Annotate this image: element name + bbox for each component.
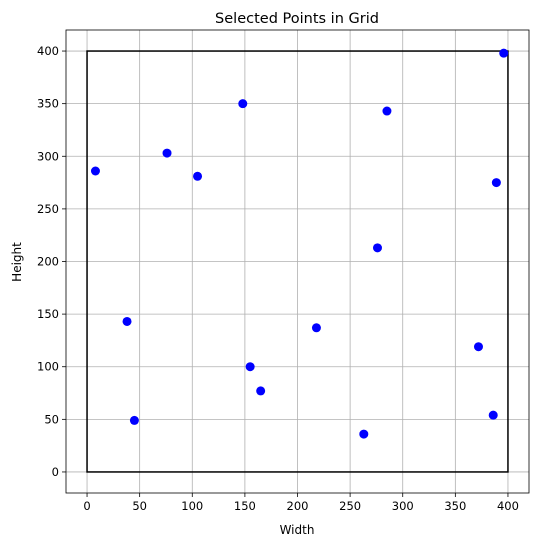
scatter-point <box>90 166 100 176</box>
x-tick-label: 250 <box>339 499 361 513</box>
y-tick-label: 250 <box>37 202 59 216</box>
scatter-point <box>256 386 266 396</box>
x-tick-label: 350 <box>444 499 466 513</box>
x-axis-label: Width <box>280 523 315 537</box>
y-axis-ticks: 0 50 100 150 200 250 300 350 400 <box>37 44 66 479</box>
scatter-point <box>473 342 483 352</box>
scatter-point <box>372 243 382 253</box>
scatter-point <box>488 410 498 420</box>
data-points <box>90 48 509 439</box>
scatter-point <box>491 178 501 188</box>
scatter-point <box>245 362 255 372</box>
scatter-point <box>499 48 509 58</box>
x-tick-label: 100 <box>181 499 203 513</box>
y-tick-label: 100 <box>37 360 59 374</box>
chart-title: Selected Points in Grid <box>215 11 379 27</box>
y-tick-label: 300 <box>37 149 59 163</box>
boundary-rect <box>86 50 509 473</box>
x-tick-label: 50 <box>132 499 147 513</box>
y-tick-label: 0 <box>52 465 59 479</box>
x-tick-label: 300 <box>392 499 414 513</box>
y-tick-label: 150 <box>37 307 59 321</box>
scatter-point <box>162 148 172 158</box>
x-tick-label: 0 <box>83 499 90 513</box>
y-tick-label: 400 <box>37 44 59 58</box>
scatter-point <box>382 106 392 116</box>
boundary-rectangle <box>86 50 509 473</box>
y-axis-label: Height <box>10 242 24 282</box>
y-tick-label: 50 <box>44 412 59 426</box>
y-tick-label: 350 <box>37 97 59 111</box>
x-tick-label: 200 <box>287 499 309 513</box>
x-tick-label: 400 <box>497 499 519 513</box>
scatter-point <box>122 316 132 326</box>
scatter-point <box>193 171 203 181</box>
scatter-point <box>311 323 321 333</box>
y-tick-label: 200 <box>37 255 59 269</box>
scatter-point <box>129 415 139 425</box>
scatter-point <box>238 99 248 109</box>
x-tick-label: 150 <box>234 499 256 513</box>
x-axis-ticks: 0 50 100 150 200 250 300 350 400 <box>83 493 519 513</box>
scatter-point <box>359 429 369 439</box>
